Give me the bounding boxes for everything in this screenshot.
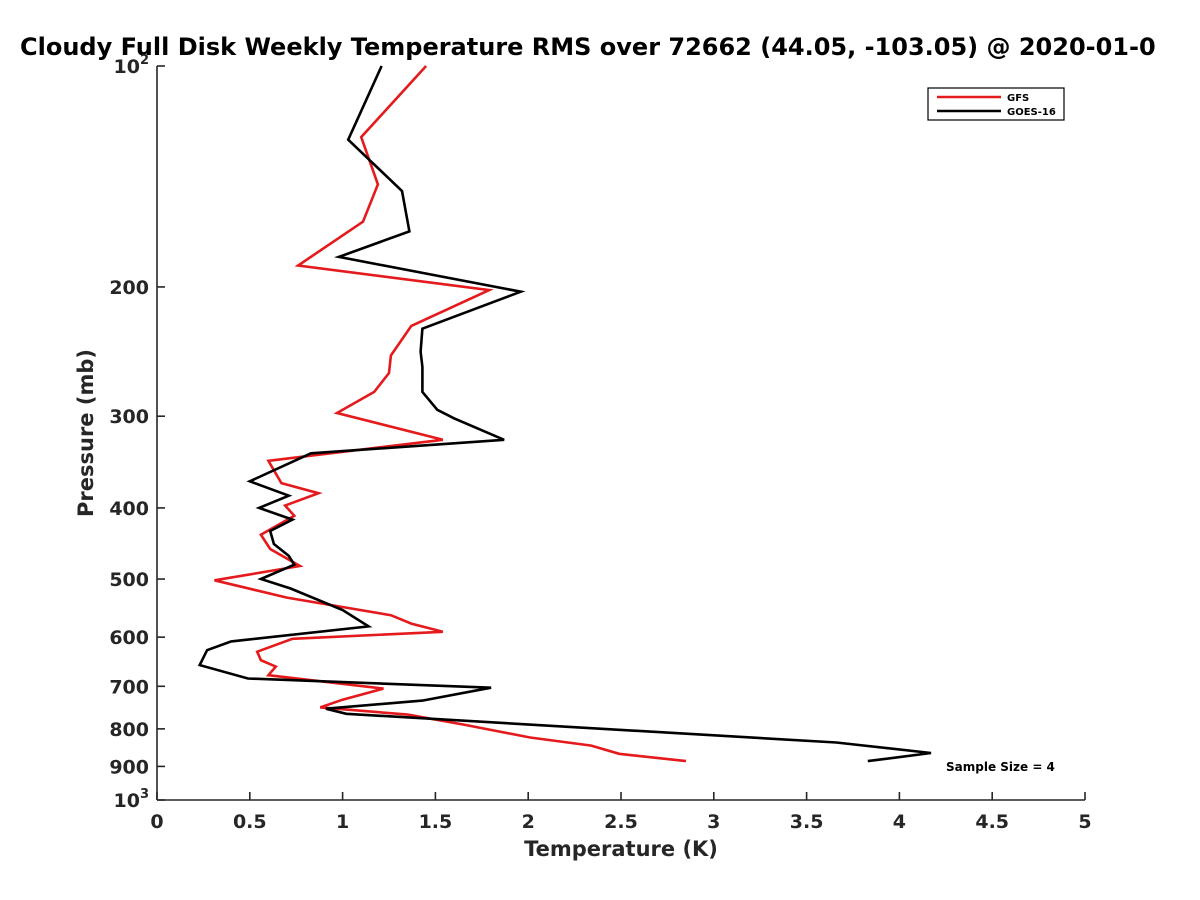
x-tick-label: 5 — [1078, 811, 1091, 833]
y-axis-label: Pressure (mb) — [74, 349, 98, 517]
x-ticks: 0 0.5 1 1.5 2 2.5 3 3.5 4 4.5 5 — [150, 792, 1092, 833]
legend-box — [927, 87, 1065, 121]
x-tick-label: 0 — [150, 811, 163, 833]
y-tick-label: 102 — [114, 53, 150, 78]
x-tick-label: 0.5 — [233, 811, 267, 833]
legend: GFS GOES-16 — [927, 87, 1065, 121]
x-tick-label: 3.5 — [790, 811, 824, 833]
y-tick-label: 300 — [109, 406, 149, 428]
series-line-gfs — [214, 65, 687, 763]
x-axis-label: Temperature (K) — [524, 837, 718, 861]
y-tick-label: 200 — [109, 277, 149, 299]
x-tick-label: 3 — [707, 811, 720, 833]
x-tick-label: 1.5 — [419, 811, 453, 833]
y-tick-label: 500 — [109, 569, 149, 591]
x-tick-label: 4 — [893, 811, 906, 833]
y-tick-label: 900 — [109, 756, 149, 778]
y-ticks: 102 200 300 400 500 600 700 800 900 103 — [109, 53, 165, 812]
y-tick-label: 800 — [109, 719, 149, 741]
x-tick-label: 2 — [522, 811, 535, 833]
y-tick-label: 700 — [109, 676, 149, 698]
y-tick-label: 600 — [109, 627, 149, 649]
series-line-goes16 — [197, 65, 932, 763]
legend-label-goes16: GOES-16 — [1007, 107, 1056, 118]
plot-lines — [197, 65, 932, 763]
chart-title: Cloudy Full Disk Weekly Temperature RMS … — [20, 33, 1156, 61]
y-tick-label: 103 — [114, 787, 150, 812]
x-tick-label: 2.5 — [604, 811, 638, 833]
sample-size-annotation: Sample Size = 4 — [946, 760, 1055, 774]
x-tick-label: 1 — [336, 811, 349, 833]
y-tick-label: 400 — [109, 498, 149, 520]
x-tick-label: 4.5 — [975, 811, 1009, 833]
legend-label-gfs: GFS — [1007, 93, 1029, 104]
